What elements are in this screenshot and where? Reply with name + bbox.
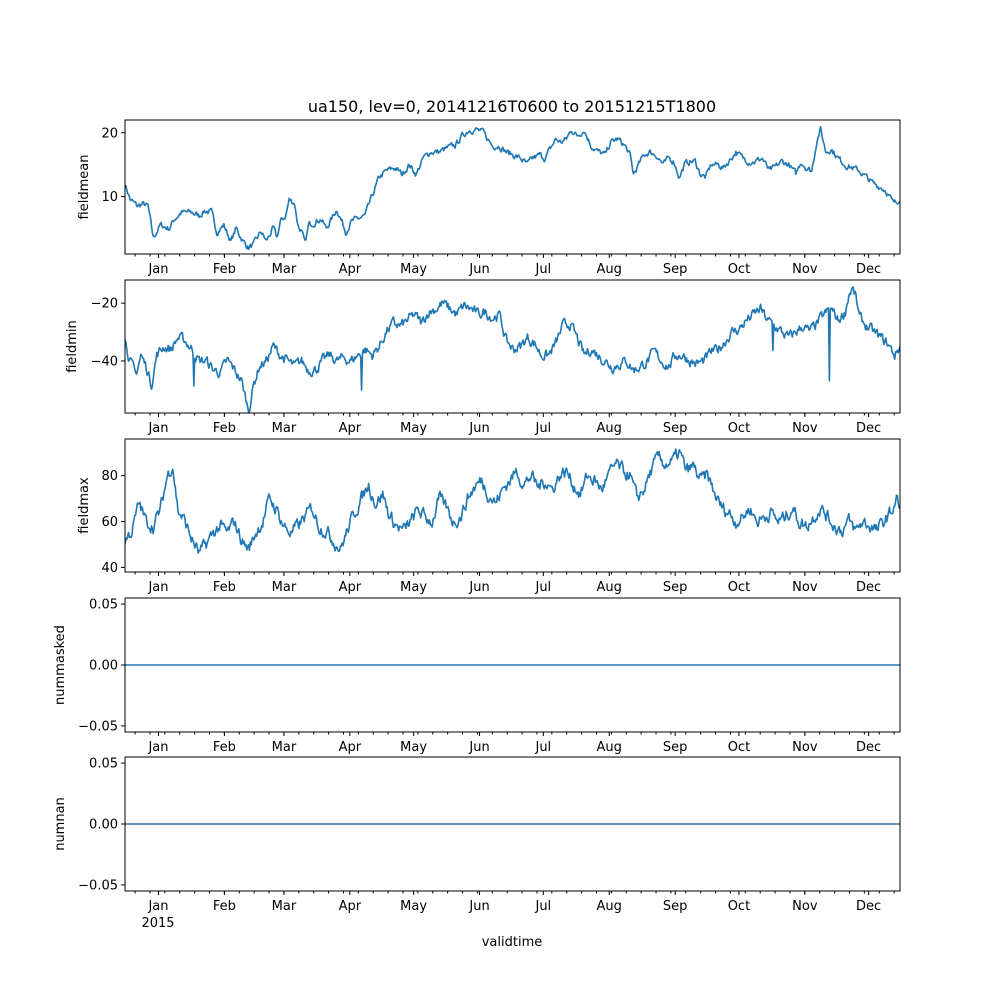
x-tick-label: Feb — [213, 740, 236, 755]
y-tick-label-fieldmax: 60 — [101, 515, 118, 530]
x-tick-label: Jul — [534, 421, 551, 436]
x-tick-label: Apr — [339, 262, 362, 277]
x-tick-label: Apr — [339, 421, 362, 436]
x-tick-label: Mar — [272, 421, 297, 436]
x-tick-label: Oct — [728, 262, 750, 277]
x-tick-label: Mar — [272, 899, 297, 914]
x-tick-label: Jul — [534, 899, 551, 914]
x-tick-label: Aug — [597, 262, 622, 277]
x-tick-label: Dec — [856, 580, 881, 595]
series-line-fieldmax — [125, 448, 900, 554]
y-tick-label-numnan: 0.00 — [89, 818, 118, 833]
x-tick-label: Sep — [663, 740, 688, 755]
x-tick-label: Aug — [597, 421, 622, 436]
axes-frame-fieldmax — [124, 438, 901, 573]
x-tick-label: May — [400, 421, 427, 436]
x-tick-label: Jan — [147, 580, 168, 595]
x-tick-label: Jun — [468, 580, 489, 595]
x-tick-label: May — [400, 740, 427, 755]
x-tick-label: Feb — [213, 421, 236, 436]
x-tick-label: May — [400, 262, 427, 277]
x-tick-label: Jun — [468, 899, 489, 914]
x-tick-label: Dec — [856, 262, 881, 277]
x-tick-label: Jan — [147, 899, 168, 914]
x-tick-label: Jun — [468, 740, 489, 755]
panel-numnan: −0.05 0.00 0.05 numnan Jan Feb Mar Apr May Jun Jul… — [53, 756, 901, 914]
chart-title: ua150, lev=0, 20141216T0600 to 20151215T… — [308, 97, 716, 116]
y-axis-label-fieldmax: fieldmax — [77, 477, 92, 534]
axes-frame-fieldmean — [124, 119, 901, 255]
x-tick-label: Apr — [339, 580, 362, 595]
x-tick-label: Jul — [534, 740, 551, 755]
x-tick-label: Apr — [339, 899, 362, 914]
series-line-fieldmean — [125, 125, 900, 251]
y-axis-label-fieldmean: fieldmean — [77, 155, 92, 220]
x-tick-label: Feb — [213, 262, 236, 277]
x-tick-label: Aug — [597, 580, 622, 595]
x-tick-label: Nov — [792, 580, 818, 595]
x-tick-label: May — [400, 580, 427, 595]
y-tick-label-numnan: 0.05 — [89, 757, 118, 772]
x-tick-label: Sep — [663, 262, 688, 277]
x-tick-label: Jan — [147, 262, 168, 277]
x-tick-label: Jan — [147, 421, 168, 436]
x-tick-label: Nov — [792, 421, 818, 436]
x-tick-label: Sep — [663, 899, 688, 914]
y-tick-label-fieldmax: 40 — [101, 561, 118, 576]
x-tick-label: Apr — [339, 740, 362, 755]
panel-fieldmax: 40 60 80 fieldmax Jan Feb Mar Apr May Jun Jul Aug Se… — [77, 438, 901, 595]
x-tick-label: Jan — [147, 740, 168, 755]
y-axis-label-fieldmin: fieldmin — [65, 320, 80, 373]
x-tick-label: Sep — [663, 580, 688, 595]
x-tick-label: Oct — [728, 421, 750, 436]
x-tick-label: May — [400, 899, 427, 914]
x-tick-label: Mar — [272, 740, 297, 755]
x-tick-label: Dec — [856, 740, 881, 755]
y-tick-label-fieldmax: 80 — [101, 469, 118, 484]
x-tick-label: Oct — [728, 580, 750, 595]
y-tick-label-fieldmean: 20 — [101, 126, 118, 141]
panel-fieldmean: 10 20 fieldmean Jan Feb Mar Apr May Jun Jul Aug Sep… — [77, 119, 901, 277]
x-tick-label: Mar — [272, 262, 297, 277]
x-tick-label: Nov — [792, 899, 818, 914]
x-tick-label: Oct — [728, 740, 750, 755]
y-tick-label-nummasked: 0.00 — [89, 659, 118, 674]
x-tick-label: Mar — [272, 580, 297, 595]
y-tick-label-numnan: −0.05 — [78, 878, 118, 893]
y-tick-label-fieldmin: −40 — [91, 354, 118, 369]
x-tick-label: Sep — [663, 421, 688, 436]
year-label: 2015 — [141, 916, 174, 931]
x-tick-label: Jun — [468, 262, 489, 277]
x-tick-label: Jul — [534, 580, 551, 595]
y-axis-label-numnan: numnan — [53, 797, 68, 851]
x-tick-label: Aug — [597, 899, 622, 914]
series-line-fieldmin — [125, 286, 900, 413]
axes-frame-fieldmin — [124, 279, 901, 414]
y-tick-label-fieldmean: 10 — [101, 190, 118, 205]
x-tick-label: Oct — [728, 899, 750, 914]
x-tick-label: Jun — [468, 421, 489, 436]
x-tick-label: Jul — [534, 262, 551, 277]
x-tick-label: Feb — [213, 580, 236, 595]
panel-fieldmin: −40 −20 fieldmin Jan Feb Mar Apr May Jun Jul Aug Se… — [65, 279, 901, 436]
panel-nummasked: −0.05 0.00 0.05 nummasked Jan Feb Mar Apr May Jun… — [53, 597, 901, 755]
y-tick-label-nummasked: −0.05 — [78, 719, 118, 734]
x-tick-label: Dec — [856, 421, 881, 436]
y-tick-label-fieldmin: −20 — [91, 297, 118, 312]
x-tick-label: Nov — [792, 740, 818, 755]
y-tick-label-nummasked: 0.05 — [89, 598, 118, 613]
x-tick-label: Feb — [213, 899, 236, 914]
x-tick-label: Dec — [856, 899, 881, 914]
x-tick-label: Nov — [792, 262, 818, 277]
x-axis-label: validtime — [482, 935, 543, 950]
y-axis-label-nummasked: nummasked — [53, 625, 68, 705]
x-tick-label: Aug — [597, 740, 622, 755]
